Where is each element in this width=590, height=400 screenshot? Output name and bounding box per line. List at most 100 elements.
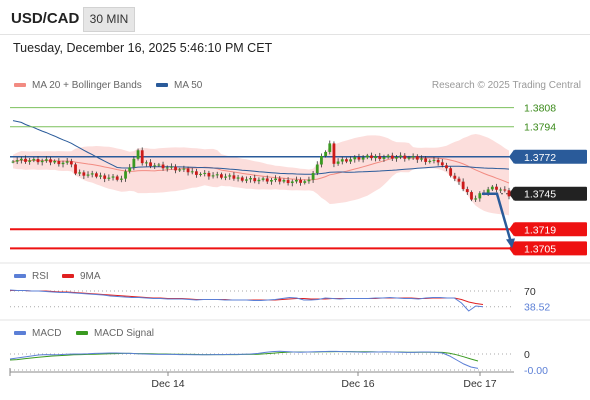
candle-body-34 bbox=[153, 165, 157, 167]
candle-body-108 bbox=[461, 181, 465, 190]
time-axis: Dec 14 Dec 16 Dec 17 bbox=[9, 368, 514, 390]
legend-rsi-ma-swatch bbox=[62, 274, 74, 279]
candle-body-46 bbox=[203, 172, 207, 174]
legend-macd-label: MACD bbox=[32, 328, 62, 339]
candle-body-26 bbox=[119, 178, 123, 180]
candle-body-22 bbox=[103, 175, 107, 179]
candle-body-102 bbox=[436, 159, 440, 163]
level-label-4: 1.3719 bbox=[524, 224, 556, 236]
rsi-panel: 70 38.52 bbox=[9, 286, 550, 314]
candle-body-68 bbox=[295, 179, 298, 182]
candle-body-66 bbox=[286, 180, 290, 184]
candle-body-116 bbox=[495, 186, 498, 190]
legend-ma20-swatch bbox=[14, 83, 26, 88]
candle-body-84 bbox=[361, 157, 365, 160]
candle-body-96 bbox=[411, 156, 415, 158]
candle-body-7 bbox=[40, 160, 44, 163]
candle-body-2 bbox=[19, 158, 23, 161]
rsi-level-label-0: 70 bbox=[524, 286, 536, 298]
candle-body-12 bbox=[61, 162, 65, 165]
level-label-box-2 bbox=[514, 149, 587, 164]
legend-rsi-label: RSI bbox=[32, 271, 49, 282]
candle-body-117 bbox=[499, 189, 503, 191]
candle-body-10 bbox=[53, 161, 57, 163]
candle-body-87 bbox=[374, 156, 378, 159]
candle-body-18 bbox=[86, 174, 90, 176]
candle-body-28 bbox=[128, 167, 132, 172]
candle-body-75 bbox=[324, 151, 328, 156]
candle-body-111 bbox=[474, 198, 478, 200]
legend-rsi-swatch bbox=[14, 274, 26, 279]
candle-body-92 bbox=[395, 157, 398, 159]
candle-body-14 bbox=[69, 161, 73, 165]
candle-body-49 bbox=[215, 174, 219, 176]
candle-body-6 bbox=[36, 159, 40, 163]
legend-ma50-swatch bbox=[156, 83, 168, 88]
legend-macd-swatch bbox=[14, 331, 26, 336]
candle-body-76 bbox=[328, 143, 332, 152]
candle-body-17 bbox=[82, 172, 86, 176]
candle-body-67 bbox=[290, 181, 294, 184]
legend-rsi: RSI bbox=[14, 271, 49, 282]
candle-body-52 bbox=[228, 175, 232, 177]
candle-body-60 bbox=[261, 178, 265, 180]
candle-body-118 bbox=[503, 189, 507, 191]
candle-body-44 bbox=[194, 171, 198, 175]
candle-body-59 bbox=[257, 179, 261, 182]
candle-body-81 bbox=[349, 159, 353, 162]
macd-signal-line bbox=[9, 351, 479, 362]
candle-body-79 bbox=[340, 159, 344, 162]
candle-body-71 bbox=[307, 179, 311, 182]
candle-body-19 bbox=[90, 173, 94, 175]
candle-body-29 bbox=[132, 158, 136, 168]
candle-body-62 bbox=[270, 180, 273, 182]
candle-body-53 bbox=[232, 175, 236, 179]
candle-body-38 bbox=[169, 166, 173, 168]
candle-body-31 bbox=[140, 150, 144, 164]
macd-level-label-0: 0 bbox=[524, 349, 530, 361]
timeframe-badge[interactable]: 30 MIN bbox=[83, 7, 135, 32]
chart-datetime: Tuesday, December 16, 2025 5:46:10 PM CE… bbox=[13, 41, 273, 55]
legend-ma20: MA 20 + Bollinger Bands bbox=[14, 80, 142, 91]
candle-body-95 bbox=[407, 157, 411, 159]
candle-body-70 bbox=[303, 181, 307, 183]
legend-macd-signal: MACD Signal bbox=[76, 328, 154, 339]
candle-body-37 bbox=[165, 167, 169, 169]
candle-body-103 bbox=[440, 162, 444, 166]
candle-body-83 bbox=[357, 157, 361, 160]
candle-body-58 bbox=[253, 178, 257, 182]
candle-body-78 bbox=[336, 161, 340, 164]
candle-body-43 bbox=[190, 171, 194, 173]
price-panel: 1.3808 1.3794 1.3772 1.3745 1.3719 1.3705 bbox=[0, 103, 590, 321]
candle-body-74 bbox=[320, 155, 323, 165]
legend-ma20-label: MA 20 + Bollinger Bands bbox=[32, 80, 142, 91]
candle-body-24 bbox=[111, 176, 115, 178]
instrument-title: USD/CAD bbox=[11, 10, 80, 27]
candle-body-21 bbox=[99, 175, 102, 177]
candle-body-82 bbox=[353, 157, 357, 160]
macd-panel: 0 -0.00 bbox=[9, 349, 548, 377]
candle-body-0 bbox=[11, 161, 15, 163]
candle-body-15 bbox=[74, 164, 77, 174]
level-label-0: 1.3808 bbox=[524, 103, 556, 115]
legend-macd-signal-label: MACD Signal bbox=[94, 328, 155, 339]
legend-ma50-label: MA 50 bbox=[174, 80, 203, 91]
research-credit: Research © 2025 Trading Central bbox=[431, 80, 581, 91]
chart-header: USD/CAD 30 MIN bbox=[0, 0, 590, 35]
candle-body-69 bbox=[299, 179, 302, 183]
level-label-5: 1.3705 bbox=[524, 243, 556, 255]
candle-body-105 bbox=[449, 168, 453, 176]
candle-body-89 bbox=[382, 157, 386, 159]
macd-level-label-1: -0.00 bbox=[524, 365, 548, 377]
candle-body-57 bbox=[249, 178, 252, 180]
candle-body-3 bbox=[24, 158, 27, 162]
candle-body-64 bbox=[278, 178, 282, 182]
candle-body-40 bbox=[178, 169, 182, 171]
candle-body-16 bbox=[78, 172, 82, 174]
time-label-2: Dec 17 bbox=[463, 378, 496, 390]
rsi-ma-line bbox=[10, 290, 484, 305]
candle-body-47 bbox=[207, 172, 211, 177]
candle-body-106 bbox=[453, 175, 457, 179]
candle-body-45 bbox=[199, 173, 202, 175]
candle-body-88 bbox=[378, 156, 382, 159]
